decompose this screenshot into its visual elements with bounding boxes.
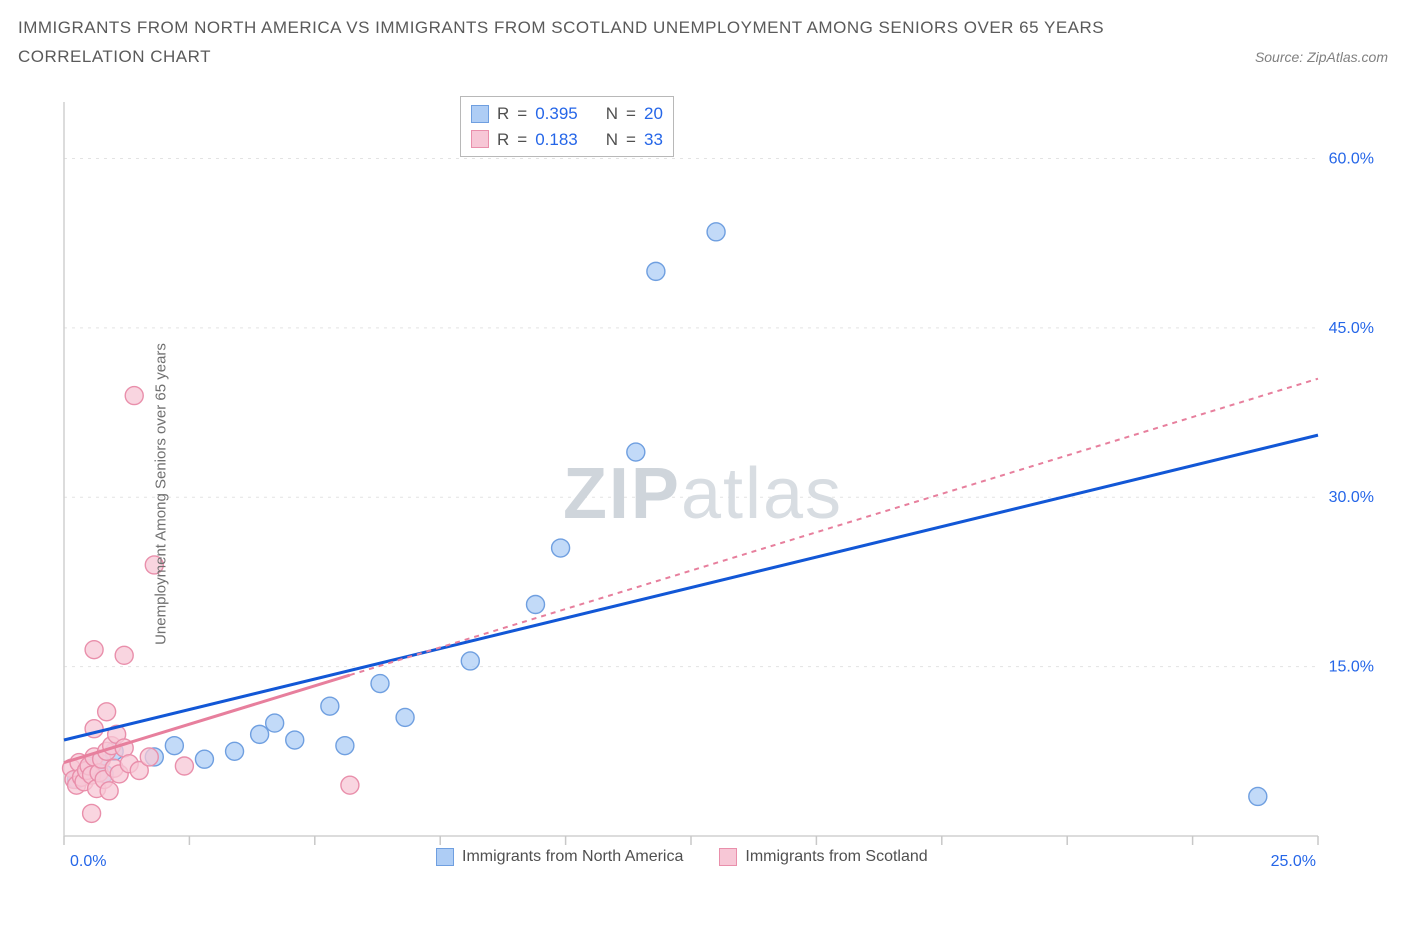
stat-R-value: 0.183 — [535, 127, 578, 153]
data-point — [461, 652, 479, 670]
legend-item: Immigrants from North America — [436, 848, 683, 866]
data-point — [341, 776, 359, 794]
chart-subtitle: CORRELATION CHART — [18, 47, 211, 67]
data-point — [175, 757, 193, 775]
source-text: Source: ZipAtlas.com — [1255, 49, 1388, 65]
legend-label: Immigrants from Scotland — [745, 848, 927, 866]
source-prefix: Source: — [1255, 49, 1307, 65]
data-point — [527, 596, 545, 614]
stat-N-label: N — [606, 127, 618, 153]
data-point — [1249, 787, 1267, 805]
series-swatch — [471, 130, 489, 148]
svg-text:25.0%: 25.0% — [1271, 853, 1316, 870]
svg-text:0.0%: 0.0% — [70, 853, 106, 870]
data-point — [552, 539, 570, 557]
stat-row: R = 0.183 N = 33 — [471, 127, 663, 153]
data-point — [100, 782, 118, 800]
svg-text:30.0%: 30.0% — [1329, 489, 1374, 506]
stat-eq: = — [626, 101, 636, 127]
stat-R-label: R — [497, 127, 509, 153]
stat-N-value: 20 — [644, 101, 663, 127]
series-swatch — [436, 848, 454, 866]
scatter-chart: 0.0% 25.0% 15.0% 30.0% 45.0% 60.0% — [18, 94, 1388, 894]
y-axis-label: Unemployment Among Seniors over 65 years — [152, 343, 169, 645]
svg-text:45.0%: 45.0% — [1329, 320, 1374, 337]
data-point — [140, 748, 158, 766]
data-point — [336, 737, 354, 755]
data-point — [647, 262, 665, 280]
chart-area: Unemployment Among Seniors over 65 years… — [18, 94, 1388, 894]
data-point — [85, 641, 103, 659]
data-point — [83, 804, 101, 822]
series-swatch — [719, 848, 737, 866]
stat-R-label: R — [497, 101, 509, 127]
data-point — [266, 714, 284, 732]
stat-eq: = — [626, 127, 636, 153]
data-point — [707, 223, 725, 241]
data-point — [396, 708, 414, 726]
data-point — [286, 731, 304, 749]
data-point — [195, 750, 213, 768]
data-point — [115, 646, 133, 664]
data-point — [165, 737, 183, 755]
legend-item: Immigrants from Scotland — [719, 848, 927, 866]
data-point — [98, 703, 116, 721]
legend: Immigrants from North America Immigrants … — [436, 848, 928, 866]
data-point — [251, 725, 269, 743]
stat-eq: = — [517, 127, 527, 153]
data-point — [125, 387, 143, 405]
data-point — [627, 443, 645, 461]
chart-title: IMMIGRANTS FROM NORTH AMERICA VS IMMIGRA… — [18, 14, 1388, 41]
svg-text:15.0%: 15.0% — [1329, 659, 1374, 676]
data-point — [226, 742, 244, 760]
source-name: ZipAtlas.com — [1307, 49, 1388, 65]
stat-row: R = 0.395 N = 20 — [471, 101, 663, 127]
stat-R-value: 0.395 — [535, 101, 578, 127]
series-swatch — [471, 105, 489, 123]
stat-N-value: 33 — [644, 127, 663, 153]
legend-label: Immigrants from North America — [462, 848, 683, 866]
svg-text:60.0%: 60.0% — [1329, 150, 1374, 167]
stat-N-label: N — [606, 101, 618, 127]
stat-eq: = — [517, 101, 527, 127]
data-point — [321, 697, 339, 715]
data-point — [371, 675, 389, 693]
correlation-stat-box: R = 0.395 N = 20 R = 0.183 N = 33 — [460, 96, 674, 157]
